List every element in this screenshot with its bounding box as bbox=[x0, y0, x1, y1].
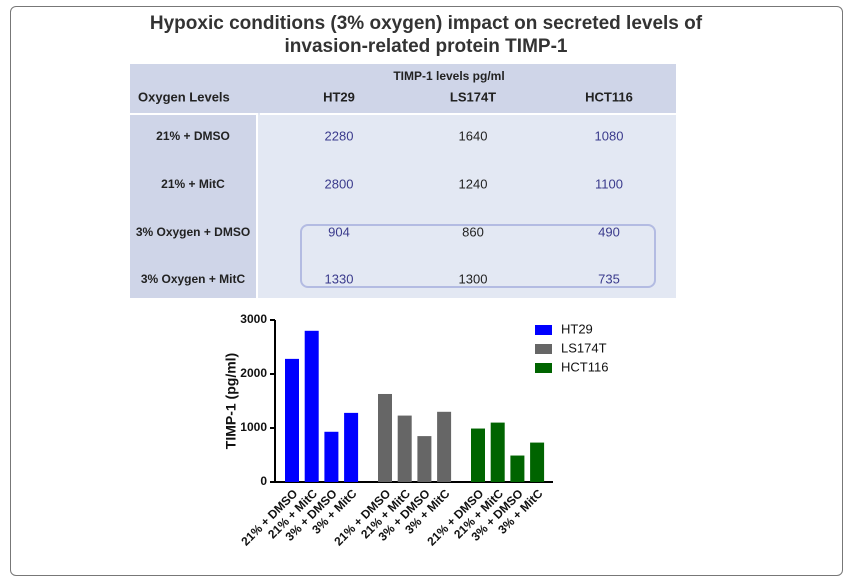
y-tick-label: 2000 bbox=[240, 366, 267, 380]
bar bbox=[304, 330, 319, 482]
bar bbox=[397, 415, 412, 482]
legend-swatch bbox=[535, 325, 552, 335]
y-tick-label: 1000 bbox=[240, 420, 267, 434]
y-tick-label: 3000 bbox=[240, 312, 267, 326]
bar bbox=[324, 431, 339, 482]
bar bbox=[378, 393, 392, 482]
bar bbox=[471, 428, 485, 482]
bar bbox=[510, 455, 525, 482]
highlight-box bbox=[300, 224, 656, 288]
header-band bbox=[130, 64, 676, 113]
bar bbox=[530, 442, 545, 482]
row-header: 3% Oxygen + MitC bbox=[140, 272, 246, 286]
frame bbox=[10, 6, 843, 576]
y-axis-label: TIMP-1 (pg/ml) bbox=[223, 353, 239, 449]
table-cell: 2280 bbox=[324, 128, 354, 144]
row-header: 21% + MitC bbox=[161, 177, 225, 191]
y-tick-label: 0 bbox=[260, 474, 267, 488]
bar bbox=[285, 358, 299, 482]
separator bbox=[260, 113, 676, 115]
row-header: 21% + DMSO bbox=[156, 129, 230, 143]
table-cell: 490 bbox=[598, 224, 620, 240]
row-header-band bbox=[130, 113, 258, 298]
table-cell: 1640 bbox=[458, 128, 488, 144]
table-cell: 1080 bbox=[594, 128, 624, 144]
column-header: LS174T bbox=[449, 89, 497, 105]
table-cell: 1100 bbox=[595, 176, 623, 192]
table-cell: 1300 bbox=[458, 271, 488, 287]
bar bbox=[490, 422, 505, 482]
table-cell: 1240 bbox=[458, 176, 488, 192]
bar bbox=[344, 412, 359, 482]
column-header: HCT116 bbox=[585, 89, 633, 105]
data-table: TIMP-1 levels pg/ml Oxygen Levels HT29 LS17… bbox=[130, 64, 676, 298]
row-header: 3% Oxygen + DMSO bbox=[135, 225, 251, 239]
bar bbox=[437, 411, 452, 482]
legend-swatch bbox=[535, 344, 552, 354]
title: Hypoxic conditions (3% oxygen) impact on… bbox=[149, 13, 703, 57]
legend-swatch bbox=[535, 363, 552, 373]
table-cell: 2800 bbox=[324, 176, 354, 192]
column-header: Oxygen Levels bbox=[138, 89, 230, 105]
table-cell: 735 bbox=[598, 271, 620, 287]
table-cell: 904 bbox=[328, 224, 350, 240]
legend-label: HT29 bbox=[561, 321, 593, 336]
table-cell: 1330 bbox=[324, 271, 354, 287]
legend-label: HCT116 bbox=[561, 359, 608, 374]
group-header: TIMP-1 levels pg/ml bbox=[393, 69, 505, 83]
bar bbox=[417, 436, 432, 482]
column-header: HT29 bbox=[323, 89, 355, 105]
table-cell: 860 bbox=[462, 224, 484, 240]
legend-label: LS174T bbox=[561, 340, 607, 355]
